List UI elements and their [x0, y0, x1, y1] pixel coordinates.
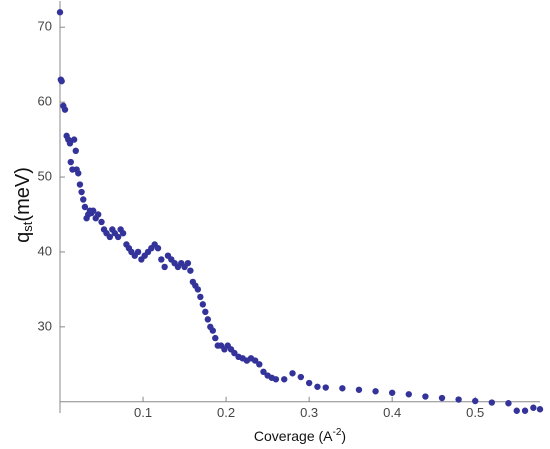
point: [202, 308, 209, 316]
point: [322, 384, 329, 391]
y-tick-label: 40: [38, 243, 52, 258]
point: [536, 406, 544, 413]
y-label-sub: st: [20, 221, 35, 232]
point: [372, 388, 379, 395]
point: [355, 386, 363, 393]
point: [422, 393, 429, 400]
point: [194, 286, 202, 293]
point: [67, 158, 74, 166]
point: [114, 233, 122, 241]
point: [204, 316, 212, 323]
point: [81, 203, 89, 211]
x-axis-label: Coverage (A-2): [254, 427, 346, 444]
point: [187, 267, 194, 274]
point: [272, 376, 280, 383]
point: [56, 9, 64, 16]
point: [66, 140, 74, 147]
point: [251, 357, 259, 364]
point: [70, 136, 78, 143]
point: [158, 256, 165, 263]
point: [339, 385, 346, 392]
point: [297, 373, 305, 381]
x-label-sup: -2: [333, 427, 342, 438]
point: [488, 399, 496, 406]
point: [119, 230, 127, 237]
x-tick-label: 0.3: [300, 405, 318, 420]
x-tick-label: 0.1: [134, 405, 152, 420]
point: [95, 211, 102, 218]
point: [405, 391, 412, 398]
y-tick-label: 50: [38, 168, 52, 183]
y-tick-label: 60: [38, 94, 52, 109]
point: [260, 368, 267, 375]
x-tick-label: 0.5: [466, 405, 484, 420]
y-axis-label: qst(meV): [12, 167, 35, 243]
point: [154, 245, 162, 252]
point: [530, 404, 537, 411]
y-label-main: q: [12, 232, 34, 243]
point: [72, 147, 79, 155]
x-tick-label: 0.4: [383, 405, 401, 420]
x-label-end: ): [341, 428, 346, 444]
y-label-unit: (meV): [12, 167, 34, 221]
point: [90, 207, 97, 214]
point: [58, 77, 65, 85]
point: [455, 396, 462, 403]
point: [231, 349, 238, 357]
point: [76, 181, 84, 188]
point: [388, 389, 396, 396]
point: [472, 397, 479, 405]
point: [184, 259, 192, 267]
point: [305, 379, 313, 387]
point: [78, 188, 85, 196]
point: [289, 370, 296, 377]
y-tick-label: 70: [38, 19, 52, 34]
point: [209, 327, 217, 334]
point: [75, 170, 82, 177]
x-tick-label: 0.2: [217, 405, 235, 420]
point: [80, 196, 87, 203]
point: [256, 361, 263, 368]
point: [134, 248, 142, 256]
x-label-text: Coverage (A: [254, 428, 333, 444]
point: [61, 106, 69, 113]
point: [513, 407, 520, 414]
point: [161, 263, 168, 271]
point: [314, 383, 321, 390]
point: [197, 293, 204, 301]
point: [212, 334, 219, 342]
point: [281, 376, 288, 383]
point: [505, 400, 512, 407]
y-tick-label: 30: [38, 318, 52, 333]
point: [106, 233, 114, 241]
point: [98, 218, 105, 226]
point: [438, 394, 446, 402]
point: [521, 407, 529, 414]
point: [199, 301, 207, 308]
